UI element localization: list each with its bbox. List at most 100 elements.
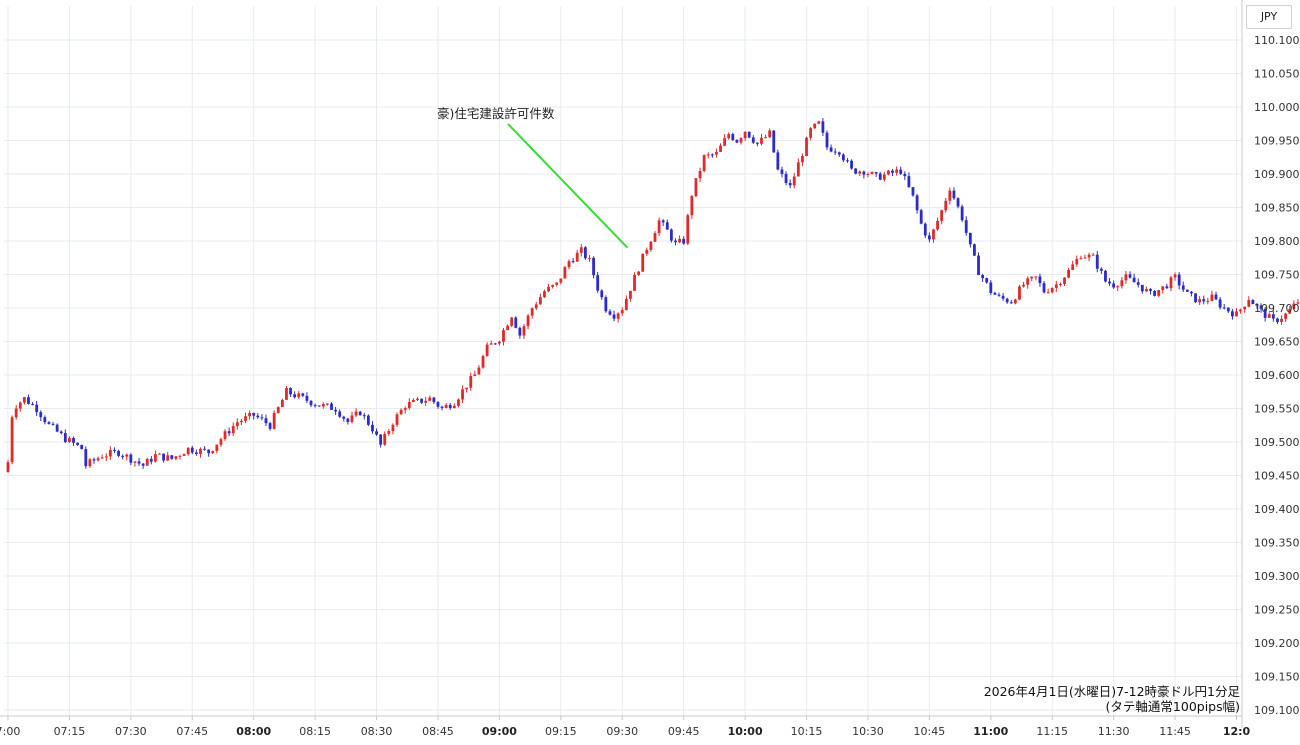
- candle-body: [1288, 308, 1292, 314]
- candle-body: [289, 388, 292, 395]
- candle-body: [1231, 311, 1234, 317]
- candle-body: [469, 376, 473, 388]
- candle-body: [182, 454, 186, 456]
- candle-body: [88, 459, 92, 467]
- candle-body: [1054, 284, 1058, 288]
- candle-body: [719, 145, 722, 152]
- x-tick-label: 10:15: [791, 725, 823, 738]
- candle-body: [993, 292, 997, 295]
- candle-body: [1091, 254, 1095, 256]
- candle-body: [768, 130, 772, 138]
- candle-body: [637, 271, 641, 275]
- candle-body: [612, 314, 616, 319]
- candle-body: [1292, 303, 1296, 309]
- candle-body: [1038, 276, 1042, 284]
- candle-body: [162, 453, 166, 461]
- candle-body: [543, 291, 546, 298]
- y-tick-label: 109.550: [1254, 403, 1300, 416]
- candle-body: [1128, 274, 1132, 278]
- candle-body: [878, 173, 882, 180]
- candle-body: [174, 456, 178, 459]
- candle-body: [1185, 289, 1189, 292]
- y-tick-label: 109.200: [1254, 637, 1300, 650]
- candle-body: [547, 286, 550, 292]
- candle-body: [154, 454, 157, 462]
- candle-body: [1181, 285, 1185, 290]
- candle-body: [657, 220, 661, 234]
- candle-body: [805, 137, 808, 157]
- candle-body: [432, 397, 436, 403]
- annotations: 豪)住宅建設許可件数: [437, 106, 629, 249]
- candle-body: [760, 137, 763, 144]
- candle-body: [354, 411, 358, 416]
- candle-body: [108, 449, 112, 457]
- candle-body: [362, 415, 366, 417]
- candle-body: [846, 160, 849, 162]
- candle-body: [350, 415, 354, 422]
- candle-body: [63, 433, 67, 443]
- candle-body: [457, 399, 460, 406]
- candle-body: [1001, 295, 1005, 299]
- candle-body: [444, 404, 448, 408]
- caption-line-2: (タテ軸通常100pips幅): [1105, 699, 1240, 714]
- candle-body: [1276, 318, 1279, 323]
- candle-body: [600, 290, 604, 298]
- candle-body: [1140, 284, 1144, 292]
- candle-body: [338, 411, 342, 417]
- candle-body: [563, 267, 567, 279]
- candle-body: [956, 198, 960, 207]
- candle-body: [1116, 286, 1120, 288]
- candle-body: [420, 398, 423, 403]
- candle-body: [887, 170, 890, 175]
- candle-body: [710, 154, 714, 156]
- y-tick-label: 109.400: [1254, 503, 1300, 516]
- caption-line-1: 2026年4月1日(水曜日)7-12時豪ドル円1分足: [983, 684, 1240, 699]
- candle-body: [280, 399, 284, 408]
- candle-body: [960, 206, 964, 221]
- candle-body: [784, 173, 788, 183]
- candle-body: [260, 417, 264, 419]
- candle-body: [1169, 277, 1173, 289]
- candle-body: [465, 387, 469, 390]
- y-tick-label: 109.100: [1254, 704, 1300, 717]
- y-tick-label: 109.600: [1254, 369, 1300, 382]
- candle-body: [964, 220, 968, 233]
- candle-body: [567, 261, 571, 268]
- candle-body: [219, 439, 223, 445]
- candle-body: [1009, 302, 1013, 304]
- candle-body: [223, 431, 227, 440]
- candle-body: [27, 397, 30, 404]
- y-tick-label: 109.950: [1254, 135, 1300, 148]
- candle-body: [702, 155, 706, 172]
- candle-body: [379, 434, 383, 445]
- candle-body: [493, 343, 497, 345]
- unit-label[interactable]: JPY: [1246, 5, 1292, 29]
- candle-body: [682, 238, 686, 244]
- candle-body: [1243, 306, 1247, 310]
- candle-body: [1067, 269, 1071, 278]
- candle-body: [514, 317, 518, 328]
- x-axis: 7:00 07:15 07:30 07:45 08:00 08:15 08:30 08:45 0…: [0, 715, 1251, 738]
- candle-body: [530, 308, 534, 316]
- candle-body: [874, 172, 878, 174]
- candle-body: [104, 456, 108, 458]
- candle-body: [235, 422, 239, 427]
- candle-body: [199, 448, 202, 454]
- candle-body: [510, 317, 514, 326]
- candle-body: [825, 132, 829, 148]
- candle-body: [321, 404, 325, 407]
- x-tick-label: 09:00: [482, 725, 517, 738]
- candle-body: [1226, 307, 1230, 312]
- candle-body: [346, 418, 350, 422]
- candle-body: [35, 404, 39, 413]
- candle-body: [371, 424, 374, 432]
- candle-body: [858, 171, 862, 174]
- x-tick-label: 09:45: [668, 725, 700, 738]
- x-tick-label: 07:30: [115, 725, 147, 738]
- candle-body: [59, 431, 63, 434]
- candle-body: [113, 449, 116, 451]
- candle-body: [1280, 318, 1283, 323]
- candle-body: [1050, 287, 1054, 293]
- candle-body: [240, 420, 243, 423]
